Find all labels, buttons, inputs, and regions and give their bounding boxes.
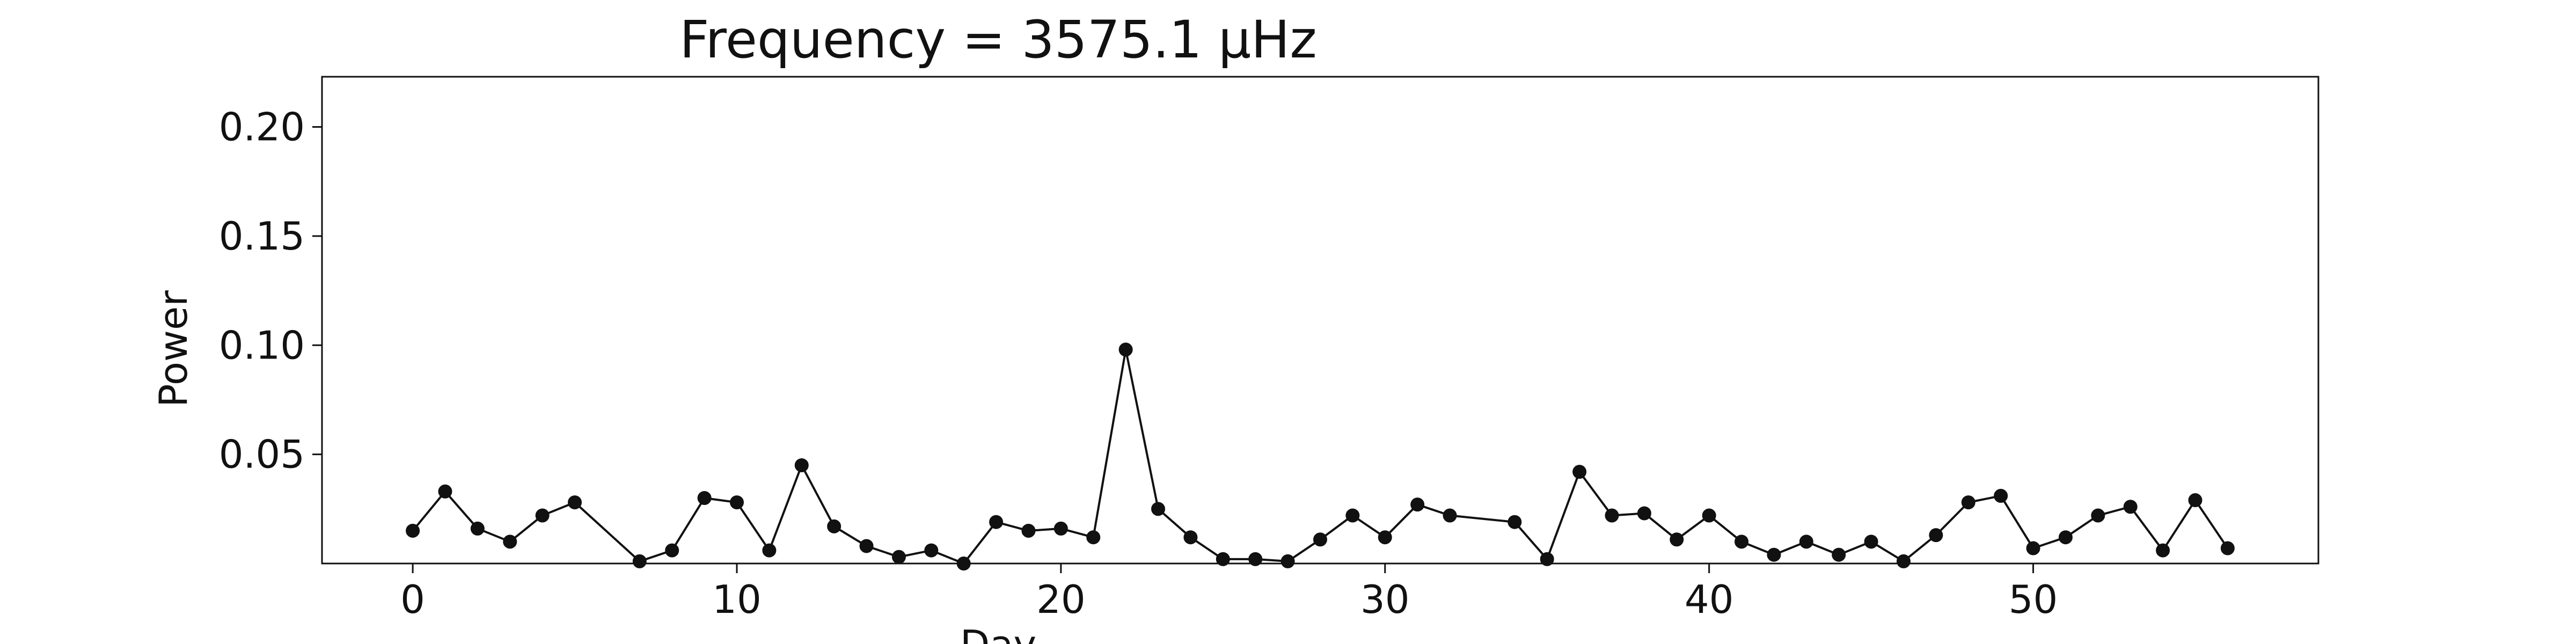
data-point bbox=[1248, 552, 1263, 566]
data-point bbox=[729, 495, 744, 510]
data-point bbox=[1735, 535, 1749, 549]
data-point bbox=[1151, 502, 1166, 516]
data-point bbox=[1637, 506, 1651, 521]
data-point bbox=[2026, 541, 2040, 555]
data-point bbox=[794, 458, 809, 472]
data-point bbox=[1897, 554, 1911, 568]
data-point bbox=[2156, 543, 2170, 558]
data-point bbox=[1118, 342, 1133, 357]
data-point bbox=[1799, 535, 1813, 549]
data-point bbox=[1053, 521, 1068, 536]
chart-title: Frequency = 3575.1 μHz bbox=[679, 10, 1316, 70]
y-tick-label: 0.20 bbox=[219, 105, 305, 150]
data-point bbox=[632, 554, 647, 568]
data-point bbox=[697, 491, 712, 505]
data-point bbox=[2188, 493, 2202, 508]
data-point bbox=[1410, 497, 1425, 512]
data-point bbox=[1086, 530, 1101, 545]
data-point bbox=[1864, 535, 1878, 549]
data-point bbox=[438, 484, 452, 499]
x-tick-label: 40 bbox=[1685, 577, 1734, 622]
data-point bbox=[1702, 508, 1716, 523]
data-point bbox=[1767, 547, 1781, 562]
data-point bbox=[2123, 500, 2138, 514]
data-point bbox=[503, 535, 517, 549]
data-point bbox=[1961, 495, 1975, 510]
data-point bbox=[989, 515, 1004, 529]
data-point bbox=[1216, 552, 1230, 566]
y-tick-label: 0.10 bbox=[219, 323, 305, 368]
data-point bbox=[665, 543, 679, 558]
x-tick-label: 0 bbox=[400, 577, 425, 622]
data-point bbox=[2058, 530, 2073, 545]
data-point bbox=[1670, 532, 1684, 547]
x-tick-label: 10 bbox=[712, 577, 762, 622]
x-tick-label: 30 bbox=[1360, 577, 1410, 622]
data-point bbox=[1378, 530, 1392, 545]
data-point bbox=[1345, 508, 1360, 523]
data-point bbox=[762, 543, 777, 558]
data-point bbox=[1572, 465, 1587, 479]
data-point bbox=[1540, 552, 1554, 566]
data-point bbox=[1313, 532, 1327, 547]
data-point bbox=[1183, 530, 1198, 545]
y-axis-label: Power bbox=[151, 290, 196, 407]
data-point bbox=[827, 519, 841, 533]
plot-area-frame bbox=[321, 76, 2319, 565]
data-series bbox=[406, 342, 2235, 570]
data-point bbox=[891, 550, 906, 564]
y-tick-label: 0.05 bbox=[219, 432, 305, 477]
data-point bbox=[1280, 554, 1295, 568]
data-point bbox=[406, 523, 420, 538]
data-point bbox=[568, 495, 582, 510]
data-point bbox=[2091, 508, 2105, 523]
data-point bbox=[859, 539, 874, 553]
data-point bbox=[535, 508, 550, 523]
data-point bbox=[1994, 488, 2008, 503]
y-axis-ticks: 0.05 0.10 0.15 0.20 bbox=[219, 105, 322, 477]
data-point bbox=[2220, 541, 2235, 555]
x-axis-label: Day bbox=[960, 622, 1036, 644]
data-point bbox=[1443, 508, 1457, 523]
data-point bbox=[1021, 523, 1036, 538]
data-point bbox=[1832, 547, 1846, 562]
data-point bbox=[924, 543, 939, 558]
data-point bbox=[470, 521, 485, 536]
y-tick-label: 0.15 bbox=[219, 214, 305, 259]
x-tick-label: 50 bbox=[2009, 577, 2058, 622]
x-axis-ticks: 0 10 20 30 40 50 bbox=[400, 564, 2058, 622]
data-point bbox=[1507, 515, 1522, 529]
data-point bbox=[1605, 508, 1619, 523]
x-tick-label: 20 bbox=[1036, 577, 1086, 622]
data-point bbox=[1929, 528, 1943, 543]
